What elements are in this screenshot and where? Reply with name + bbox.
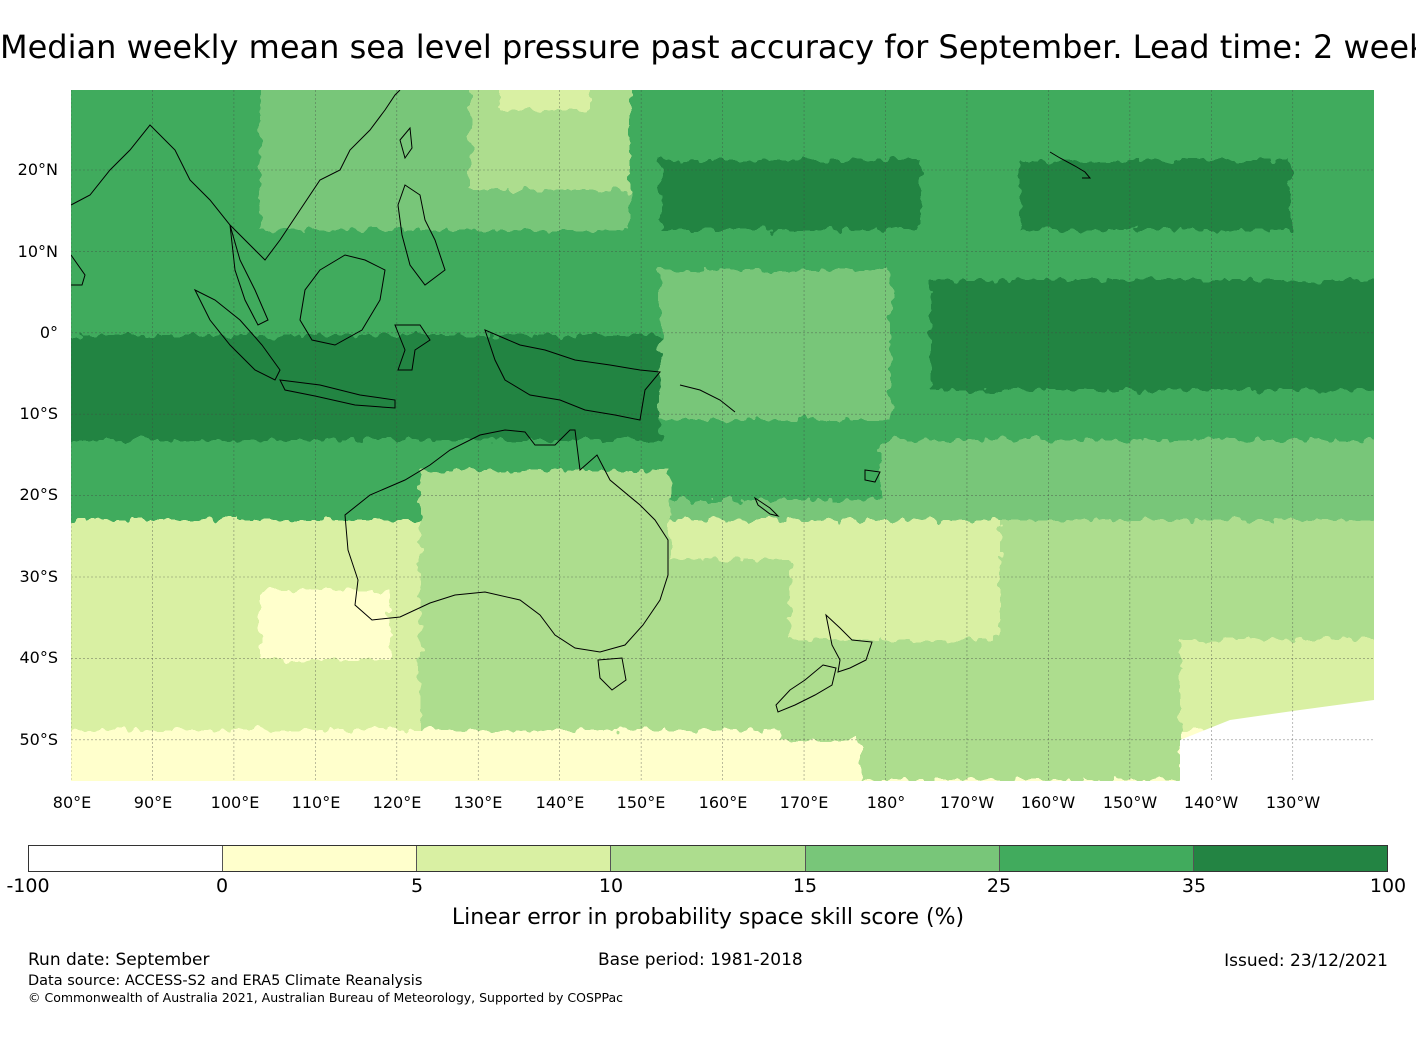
skill-field <box>71 90 1374 781</box>
colorbar-label: Linear error in probability space skill … <box>451 905 965 930</box>
colorbar-tick: 35 <box>1181 875 1207 897</box>
chart-title: Median weekly mean sea level pressure pa… <box>0 28 1416 66</box>
lat-label: 20°N <box>17 160 58 179</box>
copyright: © Commonwealth of Australia 2021, Austra… <box>28 990 623 1005</box>
lon-label: 90°E <box>133 793 173 812</box>
lon-label: 170°E <box>779 793 829 812</box>
skill-band-35-100-west-pacific <box>660 160 920 230</box>
coastlines <box>71 90 1092 713</box>
base-period: Base period: 1981-2018 <box>598 950 803 970</box>
coast-malay-peninsula <box>229 224 269 326</box>
skill-band-0-5-south <box>71 740 860 781</box>
skill-band-5-10-nw <box>500 90 590 110</box>
lon-label: 130°E <box>453 793 503 812</box>
coast-taiwan <box>399 126 413 160</box>
coast-new-guinea <box>484 329 661 421</box>
coast-borneo <box>299 254 386 346</box>
skill-band-10-15-south-indian <box>420 640 780 730</box>
colorbar-tick: 100 <box>1369 875 1407 897</box>
colorbar-segment <box>805 846 1000 871</box>
colorbar-segment <box>417 846 612 871</box>
colorbar-segment <box>223 846 418 871</box>
colorbar-tick: 25 <box>986 875 1012 897</box>
skill-band-15-25-south-pacific <box>880 440 1374 520</box>
lon-label: 150°E <box>616 793 666 812</box>
lat-label: 0° <box>39 323 58 342</box>
data-source: Data source: ACCESS-S2 and ERA5 Climate … <box>28 973 423 989</box>
coast-philippines <box>397 184 446 286</box>
coast-solomons <box>679 384 736 413</box>
lat-label: 40°S <box>19 648 58 667</box>
skill-band-10-15-south-pacific <box>1000 520 1374 640</box>
skill-band-negative <box>1180 700 1374 781</box>
lat-label: 30°S <box>19 567 58 586</box>
coast-mainland-asia <box>71 90 401 261</box>
lat-label: 10°N <box>17 242 58 261</box>
colorbar-segment <box>1193 846 1387 871</box>
lat-label: 50°S <box>19 730 58 749</box>
coast-sulawesi <box>394 324 431 371</box>
coast-hawaii <box>1049 151 1092 179</box>
colorbar-tick: 15 <box>792 875 818 897</box>
lon-label: 110°E <box>291 793 341 812</box>
skill-band-35-100-north-pacific <box>1020 160 1290 230</box>
coast-india <box>71 254 86 286</box>
lon-label: 150°W <box>1102 793 1158 812</box>
coast-australia <box>344 429 669 653</box>
colorbar-segment <box>29 846 224 871</box>
issued-date: Issued: 23/12/2021 <box>1224 951 1388 971</box>
skill-score-map[interactable] <box>0 0 1416 800</box>
colorbar-tick: 0 <box>215 875 229 897</box>
run-date: Run date: September <box>28 950 210 970</box>
coast-nz-north <box>825 613 873 673</box>
lon-label: 160°W <box>1020 793 1076 812</box>
skill-band-35-100-indian <box>71 335 660 440</box>
coast-tasmania <box>597 657 627 691</box>
skill-band-35-100-east-pacific <box>930 280 1374 390</box>
coast-nz-south <box>775 664 837 713</box>
lon-label: 80°E <box>52 793 92 812</box>
lon-label: 100°E <box>210 793 260 812</box>
colorbar-segment <box>611 846 806 871</box>
lon-label: 140°W <box>1183 793 1239 812</box>
lon-label: 180° <box>866 793 906 812</box>
coast-new-caledonia <box>753 496 780 517</box>
colorbar-tick: 5 <box>410 875 424 897</box>
colorbar-tick: -100 <box>6 875 50 897</box>
lon-label: 170°W <box>939 793 995 812</box>
lat-label: 10°S <box>19 404 58 423</box>
lon-label: 120°E <box>372 793 422 812</box>
skill-band-15-25-central-pacific <box>660 270 890 420</box>
coast-sumatra <box>193 288 281 381</box>
colorbar-segment <box>999 846 1194 871</box>
lon-label: 140°E <box>535 793 585 812</box>
lon-label: 130°W <box>1265 793 1321 812</box>
colorbar-tick: 10 <box>598 875 624 897</box>
lat-label: 20°S <box>19 485 58 504</box>
coast-fiji <box>864 469 881 483</box>
coast-java <box>279 379 396 409</box>
skill-band-0-5-southwest <box>260 590 390 660</box>
colorbar <box>28 845 1388 872</box>
lon-label: 160°E <box>698 793 748 812</box>
